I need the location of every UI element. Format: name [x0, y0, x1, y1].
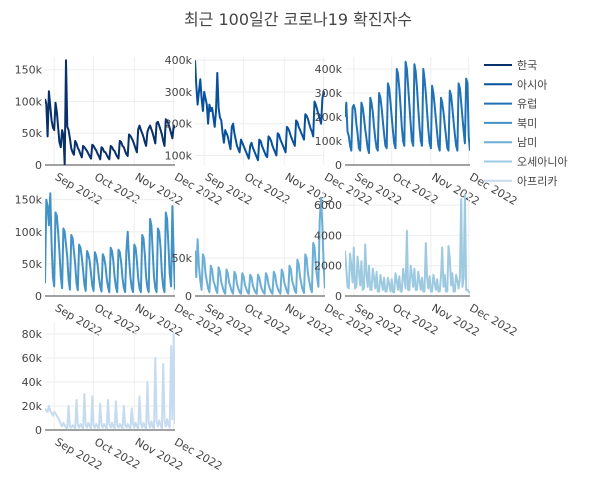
y-tick-label: 100k [15, 226, 43, 239]
y-tick-label: 50k [22, 258, 43, 271]
y-tick-label: 0 [335, 290, 342, 303]
y-tick-label: 200k [165, 118, 193, 131]
series-line-5 [195, 196, 325, 295]
legend-item-3[interactable]: 유럽 [484, 97, 537, 111]
y-tick-label: 100k [165, 149, 193, 162]
legend-item-7[interactable]: 아프리카 [484, 175, 557, 188]
y-tick-label: 200k [315, 111, 343, 124]
legend-label: 한국 [517, 59, 537, 72]
legend-label: 남미 [517, 136, 537, 149]
y-tick-label: 100k [15, 95, 43, 108]
y-tick-label: 0 [35, 290, 42, 303]
y-tick-label: 0 [185, 290, 192, 303]
y-tick-label: 4000 [314, 229, 342, 242]
legend-item-6[interactable]: 오세아니아 [484, 156, 568, 169]
y-tick-label: 100k [315, 135, 343, 148]
series-line-3 [345, 60, 470, 154]
y-tick-label: 0 [335, 159, 342, 172]
y-tick-label: 300k [165, 86, 193, 99]
legend-label: 유럽 [517, 97, 537, 111]
y-tick-label: 150k [15, 64, 43, 77]
y-tick-label: 300k [315, 87, 343, 100]
y-tick-label: 150k [15, 194, 43, 207]
y-tick-label: 50k [172, 252, 193, 265]
y-tick-label: 400k [315, 63, 343, 76]
y-tick-label: 2000 [314, 260, 342, 273]
y-tick-label: 40k [22, 376, 43, 389]
chart-title: 최근 100일간 코로나19 확진자수 [184, 10, 412, 29]
y-tick-label: 0 [35, 159, 42, 172]
legend-item-2[interactable]: 아시아 [484, 78, 547, 91]
y-tick-label: 80k [22, 328, 43, 341]
y-tick-label: 400k [165, 54, 193, 67]
legend-item-5[interactable]: 남미 [484, 136, 537, 149]
y-tick-label: 20k [22, 400, 43, 413]
series-line-1 [45, 59, 175, 165]
y-tick-label: 6000 [314, 199, 342, 212]
series-line-2 [195, 60, 325, 162]
legend-item-1[interactable]: 한국 [484, 59, 537, 72]
series-line-4 [45, 192, 175, 294]
series-line-6 [345, 193, 470, 294]
legend-label: 아프리카 [517, 175, 557, 188]
legend-label: 북미 [517, 117, 537, 130]
legend-label: 오세아니아 [517, 156, 568, 169]
legend-item-4[interactable]: 북미 [484, 117, 537, 130]
y-tick-label: 60k [22, 352, 43, 365]
series-line-7 [45, 333, 175, 430]
legend-label: 아시아 [517, 78, 547, 91]
y-tick-label: 50k [22, 127, 43, 140]
y-tick-label: 0 [35, 424, 42, 437]
